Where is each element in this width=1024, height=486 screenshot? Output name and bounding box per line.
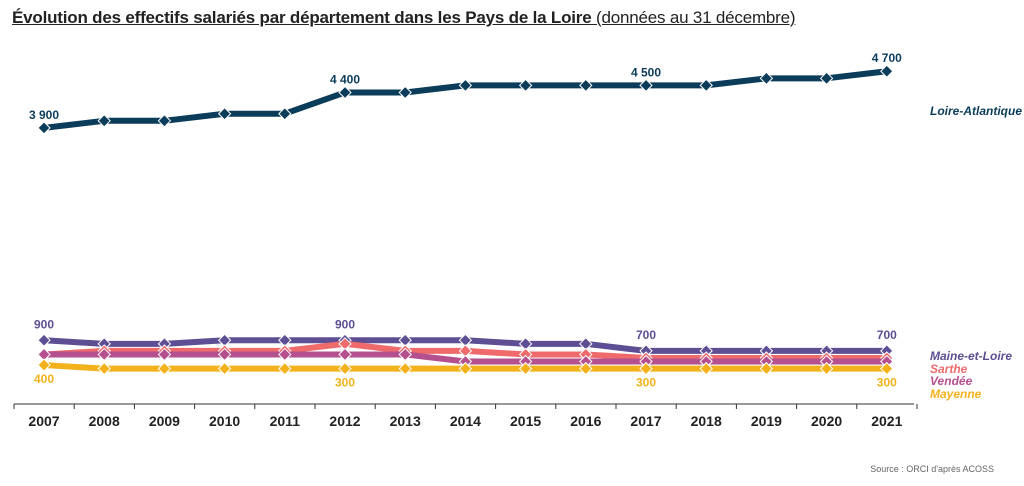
- series-point: [278, 347, 292, 362]
- series-point: [759, 361, 774, 376]
- x-tick-label: 2021: [871, 413, 902, 429]
- series-point: [278, 107, 292, 121]
- series-point: [579, 361, 593, 376]
- legend-label: Vendée: [930, 374, 973, 388]
- x-tick-label: 2014: [450, 413, 481, 429]
- legend-label: Mayenne: [930, 387, 982, 401]
- series-point: [639, 361, 653, 376]
- data-label: 900: [34, 317, 54, 331]
- series-point: [398, 85, 412, 100]
- series-point: [759, 71, 774, 86]
- source-note: Source : ORCI d'après ACOSS: [870, 464, 994, 474]
- series-point: [97, 361, 111, 376]
- x-tick-label: 2013: [390, 413, 421, 429]
- x-tick-label: 2017: [630, 413, 661, 429]
- data-label: 700: [877, 328, 897, 342]
- x-tick-label: 2019: [751, 413, 782, 429]
- series-point: [157, 347, 172, 362]
- x-tick-label: 2020: [811, 413, 842, 429]
- chart-title-main: Évolution des effectifs salariés par dép…: [12, 8, 592, 27]
- x-tick-label: 2008: [89, 413, 120, 429]
- series-point: [458, 78, 473, 93]
- data-label: 4 700: [872, 51, 902, 65]
- x-tick-label: 2012: [329, 413, 360, 429]
- series-point: [217, 107, 232, 121]
- series-point: [819, 71, 834, 86]
- series-point: [338, 361, 352, 376]
- x-tick-label: 2010: [209, 413, 240, 429]
- x-tick-label: 2018: [691, 413, 722, 429]
- data-label: 400: [34, 372, 54, 386]
- series-point: [880, 64, 894, 78]
- series-point: [819, 361, 834, 376]
- series-point: [37, 121, 51, 135]
- data-label: 3 900: [29, 108, 59, 122]
- series-point: [338, 347, 352, 362]
- series-point: [338, 85, 352, 100]
- series-point: [639, 78, 653, 93]
- series-point: [398, 347, 412, 362]
- data-label: 4 400: [330, 72, 360, 86]
- series-point: [37, 358, 51, 372]
- data-label: 300: [877, 376, 897, 390]
- x-tick-label: 2009: [149, 413, 180, 429]
- series-point: [217, 361, 232, 376]
- series-point: [518, 78, 533, 93]
- series-point: [880, 361, 894, 376]
- series-point: [37, 333, 51, 347]
- data-label: 300: [636, 376, 656, 390]
- series-point: [518, 361, 533, 376]
- data-label: 4 500: [631, 65, 661, 79]
- x-tick-label: 2007: [28, 413, 59, 429]
- legend-label: Maine-et-Loire: [930, 349, 1012, 363]
- chart-title-sub: (données au 31 décembre): [596, 8, 796, 27]
- chart-title: Évolution des effectifs salariés par dép…: [12, 8, 796, 28]
- series-point: [699, 361, 713, 376]
- x-tick-label: 2011: [270, 413, 301, 429]
- series-point: [217, 347, 232, 362]
- series-point: [97, 114, 111, 128]
- series-point: [157, 114, 172, 128]
- series-point: [579, 78, 593, 93]
- data-label: 900: [335, 317, 355, 331]
- series-point: [157, 361, 172, 376]
- legend-label: Sarthe: [930, 362, 968, 376]
- x-tick-label: 2016: [570, 413, 601, 429]
- series-point: [278, 361, 292, 376]
- series-point: [699, 78, 713, 93]
- legend-label: Loire-Atlantique: [930, 104, 1022, 118]
- series-point: [458, 361, 473, 376]
- data-label: 300: [335, 376, 355, 390]
- series-point: [97, 347, 111, 362]
- series-point: [398, 361, 412, 376]
- x-tick-label: 2015: [510, 413, 541, 429]
- data-label: 700: [636, 328, 656, 342]
